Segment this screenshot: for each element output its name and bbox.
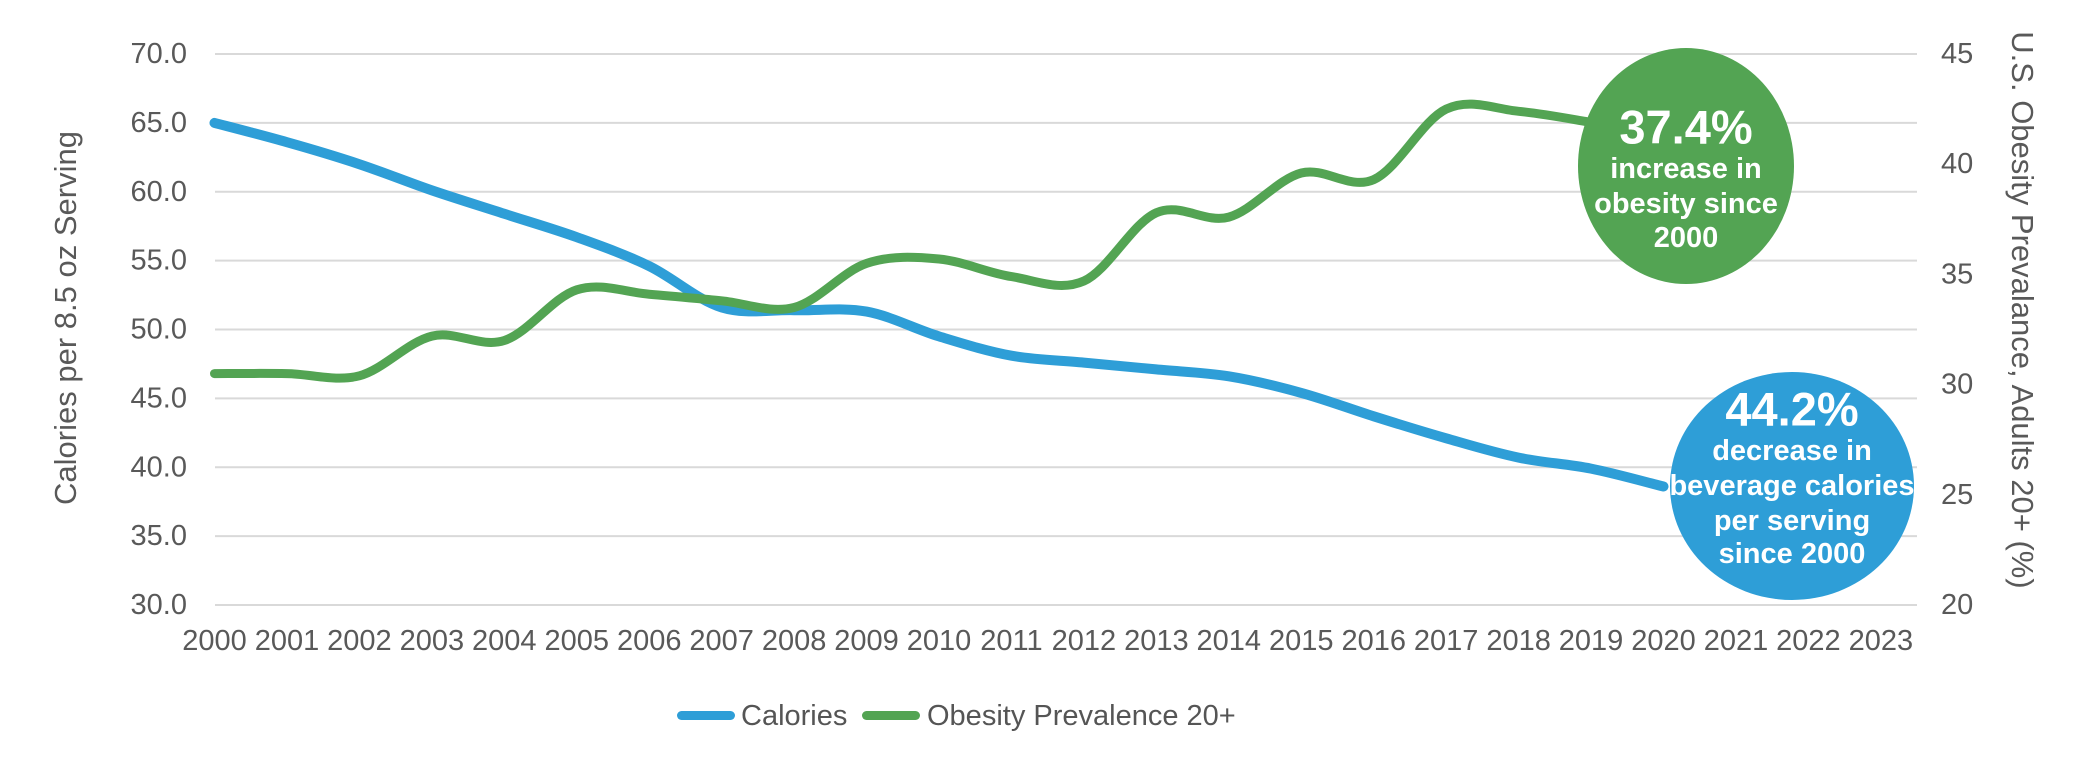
x-axis-tick-label: 2011 [980, 625, 1042, 657]
gridlines [215, 53, 1917, 606]
series-lines [209, 99, 1669, 492]
x-axis-tick-label: 2017 [1414, 625, 1479, 657]
x-axis-tick-label: 2007 [689, 625, 754, 657]
x-axis-tick-label: 2015 [1269, 625, 1334, 657]
x-axis-tick-label: 2023 [1849, 625, 1914, 657]
left-axis-title: Calories per 8.5 oz Serving [48, 131, 83, 505]
right-axis-tick-label: 40 [1941, 148, 1973, 180]
right-axis-tick-label: 20 [1941, 589, 1973, 621]
calories-line [209, 117, 1669, 492]
x-axis-tick-label: 2010 [907, 625, 972, 657]
left-axis-tick-label: 35.0 [131, 520, 187, 552]
left-axis-tick-label: 45.0 [131, 382, 187, 414]
legend-swatch-calories [677, 711, 735, 720]
left-axis-tick-label: 70.0 [131, 38, 187, 70]
x-axis-tick-label: 2012 [1052, 625, 1117, 657]
left-axis-tick-label: 60.0 [131, 176, 187, 208]
right-axis-tick-label: 45 [1941, 38, 1973, 70]
x-axis-tick-label: 2000 [182, 625, 247, 657]
calories-callout-text-line: since 2000 [1719, 538, 1866, 570]
x-axis-tick-label: 2022 [1776, 625, 1841, 657]
calories-callout-circle [1670, 372, 1914, 600]
obesity-callout-text-line: obesity since [1594, 188, 1778, 220]
x-axis-tick-label: 2020 [1631, 625, 1696, 657]
x-axis-tick-label: 2021 [1704, 625, 1769, 657]
obesity-callout-headline: 37.4% [1619, 101, 1752, 154]
axis-tick-labels: 70.0 65.0 60.0 55.0 50.0 45.0 40.0 35.0 30.0 45 40… [131, 38, 1974, 657]
legend-label-calories: Calories [741, 700, 847, 732]
obesity-callout-circle [1578, 48, 1794, 284]
x-axis-tick-label: 2006 [617, 625, 682, 657]
left-axis-tick-label: 40.0 [131, 451, 187, 483]
legend-swatch-obesity [862, 711, 920, 720]
calories-callout-text-line: per serving [1714, 505, 1870, 537]
obesity-line [210, 99, 1596, 383]
right-axis-tick-label: 35 [1941, 258, 1973, 290]
x-axis-tick-label: 2001 [255, 625, 320, 657]
legend-label-obesity: Obesity Prevalence 20+ [927, 700, 1236, 732]
x-axis-tick-label: 2013 [1124, 625, 1189, 657]
x-axis-tick-label: 2004 [472, 625, 537, 657]
calories-callout-text-line: decrease in [1712, 435, 1872, 467]
x-axis-tick-label: 2018 [1486, 625, 1551, 657]
x-axis-tick-label: 2016 [1341, 625, 1406, 657]
right-axis-title: U.S. Obesity Prevalance, Adults 20+ (%) [2005, 31, 2040, 588]
calories-callout-text-line: beverage calories [1669, 470, 1914, 502]
x-axis-tick-label: 2002 [327, 625, 392, 657]
right-axis-tick-label: 25 [1941, 479, 1973, 511]
left-axis-tick-label: 65.0 [131, 107, 187, 139]
right-axis-tick-label: 30 [1941, 369, 1973, 401]
x-axis-tick-label: 2009 [834, 625, 899, 657]
obesity-callout-text-line: 2000 [1654, 222, 1719, 254]
calories-callout-headline: 44.2% [1725, 383, 1858, 436]
left-axis-tick-label: 55.0 [131, 245, 187, 277]
left-axis-tick-label: 30.0 [131, 589, 187, 621]
left-axis-tick-label: 50.0 [131, 314, 187, 346]
x-axis-tick-label: 2008 [762, 625, 827, 657]
x-axis-tick-label: 2019 [1559, 625, 1624, 657]
x-axis-tick-label: 2014 [1197, 625, 1262, 657]
x-axis-tick-label: 2003 [400, 625, 465, 657]
legend: Calories Obesity Prevalence 20+ [677, 700, 1236, 732]
x-axis-tick-label: 2005 [544, 625, 609, 657]
obesity-callout-text-line: increase in [1610, 153, 1762, 185]
